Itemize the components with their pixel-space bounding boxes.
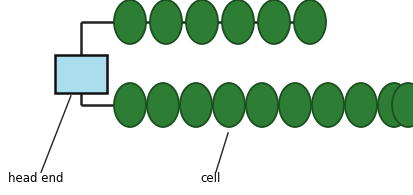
Ellipse shape — [114, 0, 146, 44]
Ellipse shape — [114, 83, 146, 127]
Ellipse shape — [147, 83, 178, 127]
Text: cell: cell — [199, 172, 220, 185]
FancyBboxPatch shape — [55, 55, 107, 93]
Ellipse shape — [221, 0, 254, 44]
Ellipse shape — [391, 83, 413, 127]
Ellipse shape — [245, 83, 277, 127]
Ellipse shape — [180, 83, 211, 127]
Ellipse shape — [278, 83, 310, 127]
Ellipse shape — [377, 83, 409, 127]
Ellipse shape — [150, 0, 182, 44]
Ellipse shape — [185, 0, 218, 44]
Ellipse shape — [311, 83, 343, 127]
Text: head end: head end — [8, 172, 63, 185]
Ellipse shape — [212, 83, 244, 127]
Ellipse shape — [293, 0, 325, 44]
Ellipse shape — [257, 0, 289, 44]
Ellipse shape — [344, 83, 376, 127]
